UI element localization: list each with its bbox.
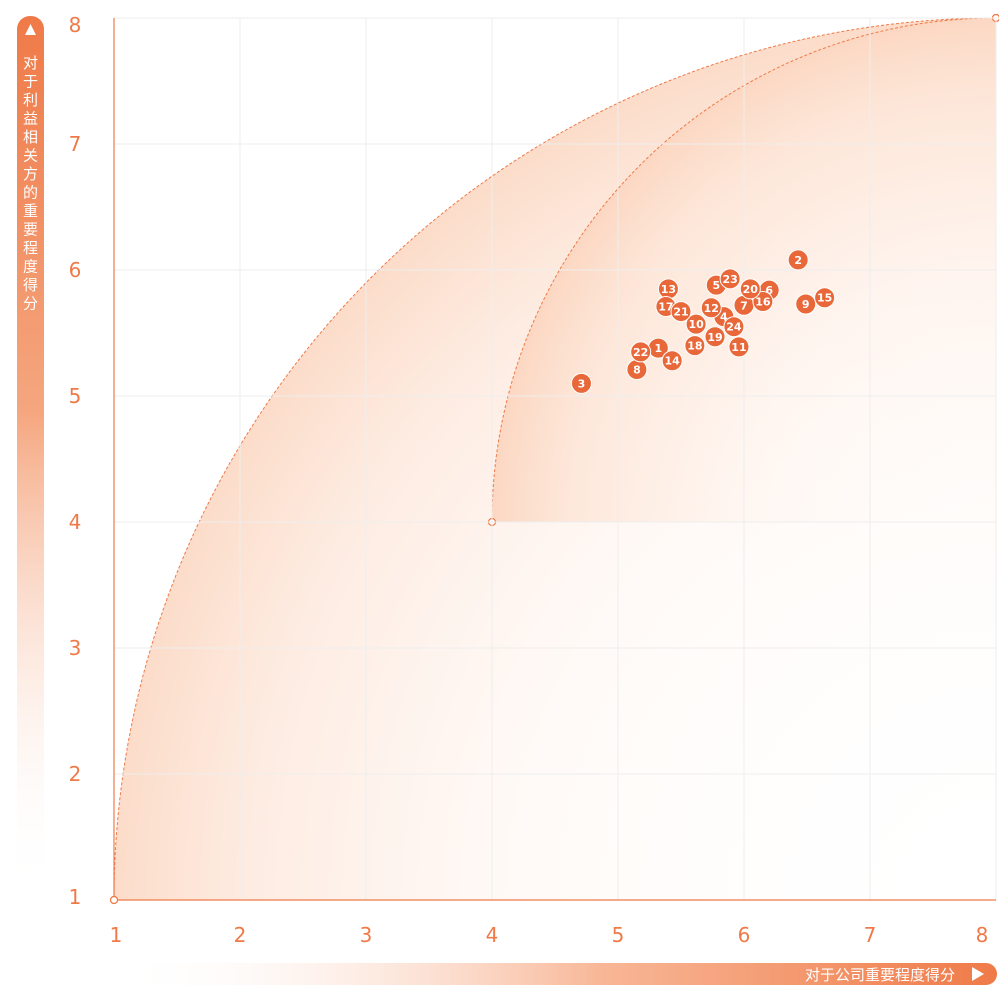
y-tick-label: 8 [69,13,82,37]
grid-lines [114,17,997,900]
x-axis-title: 对于公司重要程度得分 [115,963,997,985]
data-point-label: 19 [707,331,722,344]
data-point[interactable]: 21 [670,301,692,323]
data-point-marker [723,316,745,338]
data-point-label: 8 [633,364,641,377]
data-point-marker [814,287,836,309]
data-point-label: 3 [578,377,586,390]
data-point-label: 4 [720,311,728,324]
data-point-marker [670,301,692,323]
data-point-label: 7 [740,299,748,312]
data-point-label: 16 [755,296,771,309]
data-point[interactable]: 3 [570,372,592,394]
x-tick-label: 4 [486,923,499,947]
region-2-boundary [491,17,997,523]
data-point[interactable]: 15 [814,287,836,309]
data-point-marker [661,350,683,372]
region-1-boundary [113,17,997,901]
data-point-marker [787,249,809,271]
data-point[interactable]: 2 [787,249,809,271]
origin-marker [109,895,119,905]
data-point[interactable]: 12 [700,297,722,319]
data-point-label: 1 [654,342,662,355]
x-tick-label: 2 [234,923,247,947]
data-point-marker [752,291,774,312]
y-axis-label: 对于利益相关方的重要程度得分 [23,54,38,313]
data-point-label: 5 [712,279,720,292]
x-tick-label: 6 [738,923,751,947]
data-point[interactable]: 18 [684,335,706,357]
data-point-label: 14 [665,355,681,368]
data-point-marker [704,326,726,348]
y-tick-label: 2 [69,762,82,786]
data-point-label: 15 [817,292,832,305]
data-point[interactable]: 10 [685,313,707,335]
x-tick-label: 7 [864,923,877,947]
data-point-label: 24 [726,321,742,334]
data-point-marker [570,372,592,394]
y-tick-label: 5 [69,384,82,408]
triangle-right-icon [972,967,984,981]
data-point[interactable]: 13 [657,278,679,300]
data-point-label: 10 [688,318,704,331]
data-point[interactable]: 19 [704,326,726,348]
data-point-label: 6 [765,284,773,297]
x-tick-label: 1 [110,923,123,947]
y-tick-label: 3 [69,636,82,660]
data-point-marker [728,336,750,358]
data-point[interactable]: 20 [739,278,761,300]
data-point-label: 2 [794,254,802,267]
data-point-label: 22 [633,346,648,359]
data-point[interactable]: 14 [661,350,683,372]
data-point-marker [795,293,817,315]
data-point-label: 17 [658,301,673,314]
data-point-label: 20 [743,283,759,296]
x-tick-label: 5 [612,923,625,947]
axes [109,18,996,905]
x-axis-title-bar [115,963,997,985]
x-axis-label: 对于公司重要程度得分 [805,966,955,984]
data-point-label: 13 [661,283,676,296]
y-tick-label: 1 [69,885,82,909]
data-point[interactable]: 23 [719,268,741,290]
data-point-label: 12 [704,302,719,315]
y-axis-title-bar [17,16,44,896]
data-point-marker [719,268,741,290]
data-point-label: 11 [731,341,746,354]
data-point-marker [739,278,761,300]
data-point-label: 9 [802,298,810,311]
data-point-marker [630,341,652,363]
data-point[interactable]: 24 [723,316,745,338]
data-point-label: 23 [722,273,737,286]
x-tick-label: 3 [360,923,373,947]
y-axis-title: 对于利益相关方的重要程度得分 [17,16,44,896]
y-tick-label: 7 [69,132,82,156]
data-point-marker [685,313,707,335]
data-point-marker [700,297,722,319]
y-tick-label: 6 [69,258,82,282]
data-point[interactable]: 1 [647,337,669,359]
data-point[interactable]: 9 [795,293,817,315]
x-tick-label: 8 [976,923,989,947]
x-axis-ticks: 1 2 3 4 5 6 7 8 [110,923,989,947]
importance-regions [109,13,999,905]
y-tick-label: 4 [69,510,82,534]
data-point[interactable]: 8 [626,359,648,381]
triangle-up-icon [25,24,36,35]
data-point[interactable]: 11 [728,336,750,358]
data-point[interactable]: 16 [752,291,774,312]
data-point-marker [684,335,706,357]
data-point-label: 21 [673,306,688,319]
data-point-label: 18 [687,340,702,353]
y-axis-ticks: 1 2 3 4 5 6 7 8 [69,13,82,909]
data-point[interactable]: 22 [630,341,652,363]
